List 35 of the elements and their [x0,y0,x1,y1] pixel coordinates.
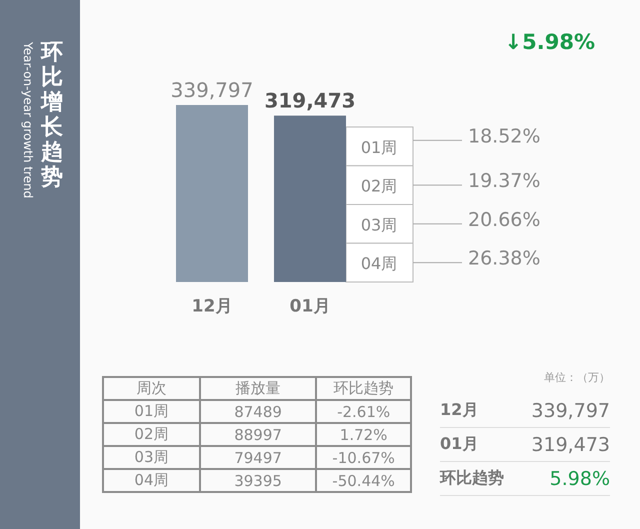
text: -10.67% [316,446,411,469]
text: 03周 [103,446,200,469]
text: 1.72% [316,423,411,446]
text: -50.44% [316,469,411,492]
text: 环比趋势 [316,377,411,400]
text: 单位：（万） [543,370,610,386]
text: -2.61% [316,400,411,423]
text: 02周 [360,176,398,196]
text: Year-on-year growth trend [21,41,35,198]
text: 39395 [200,469,316,492]
text: 87489 [200,400,316,423]
text: 319,473 [531,434,610,456]
text: 88997 [200,423,316,446]
text: 02周 [103,423,200,446]
text: 5.98% [550,468,610,490]
text: 18.52% [468,125,540,148]
text: 339,797 [531,400,610,422]
text: 01月 [440,434,478,455]
data-label: 339,797 [170,78,254,102]
text: 01周 [103,400,200,423]
text: 环比趋势 [440,468,504,489]
text: 12月 [440,400,478,421]
data-label: 319,473 [264,88,356,113]
text: 20.66% [468,208,540,231]
text: 周次 [103,377,200,400]
text: 04周 [360,254,398,274]
text: 04周 [103,469,200,492]
text: 79497 [200,446,316,469]
text: 01周 [360,138,398,157]
text: 播放量 [200,377,316,400]
text: 19.37% [468,170,540,192]
text: ↓5.98% [504,30,595,54]
text: 03周 [360,215,398,234]
text: 26.38% [468,248,540,270]
chart-title: 环比增长趋势 [40,40,64,190]
